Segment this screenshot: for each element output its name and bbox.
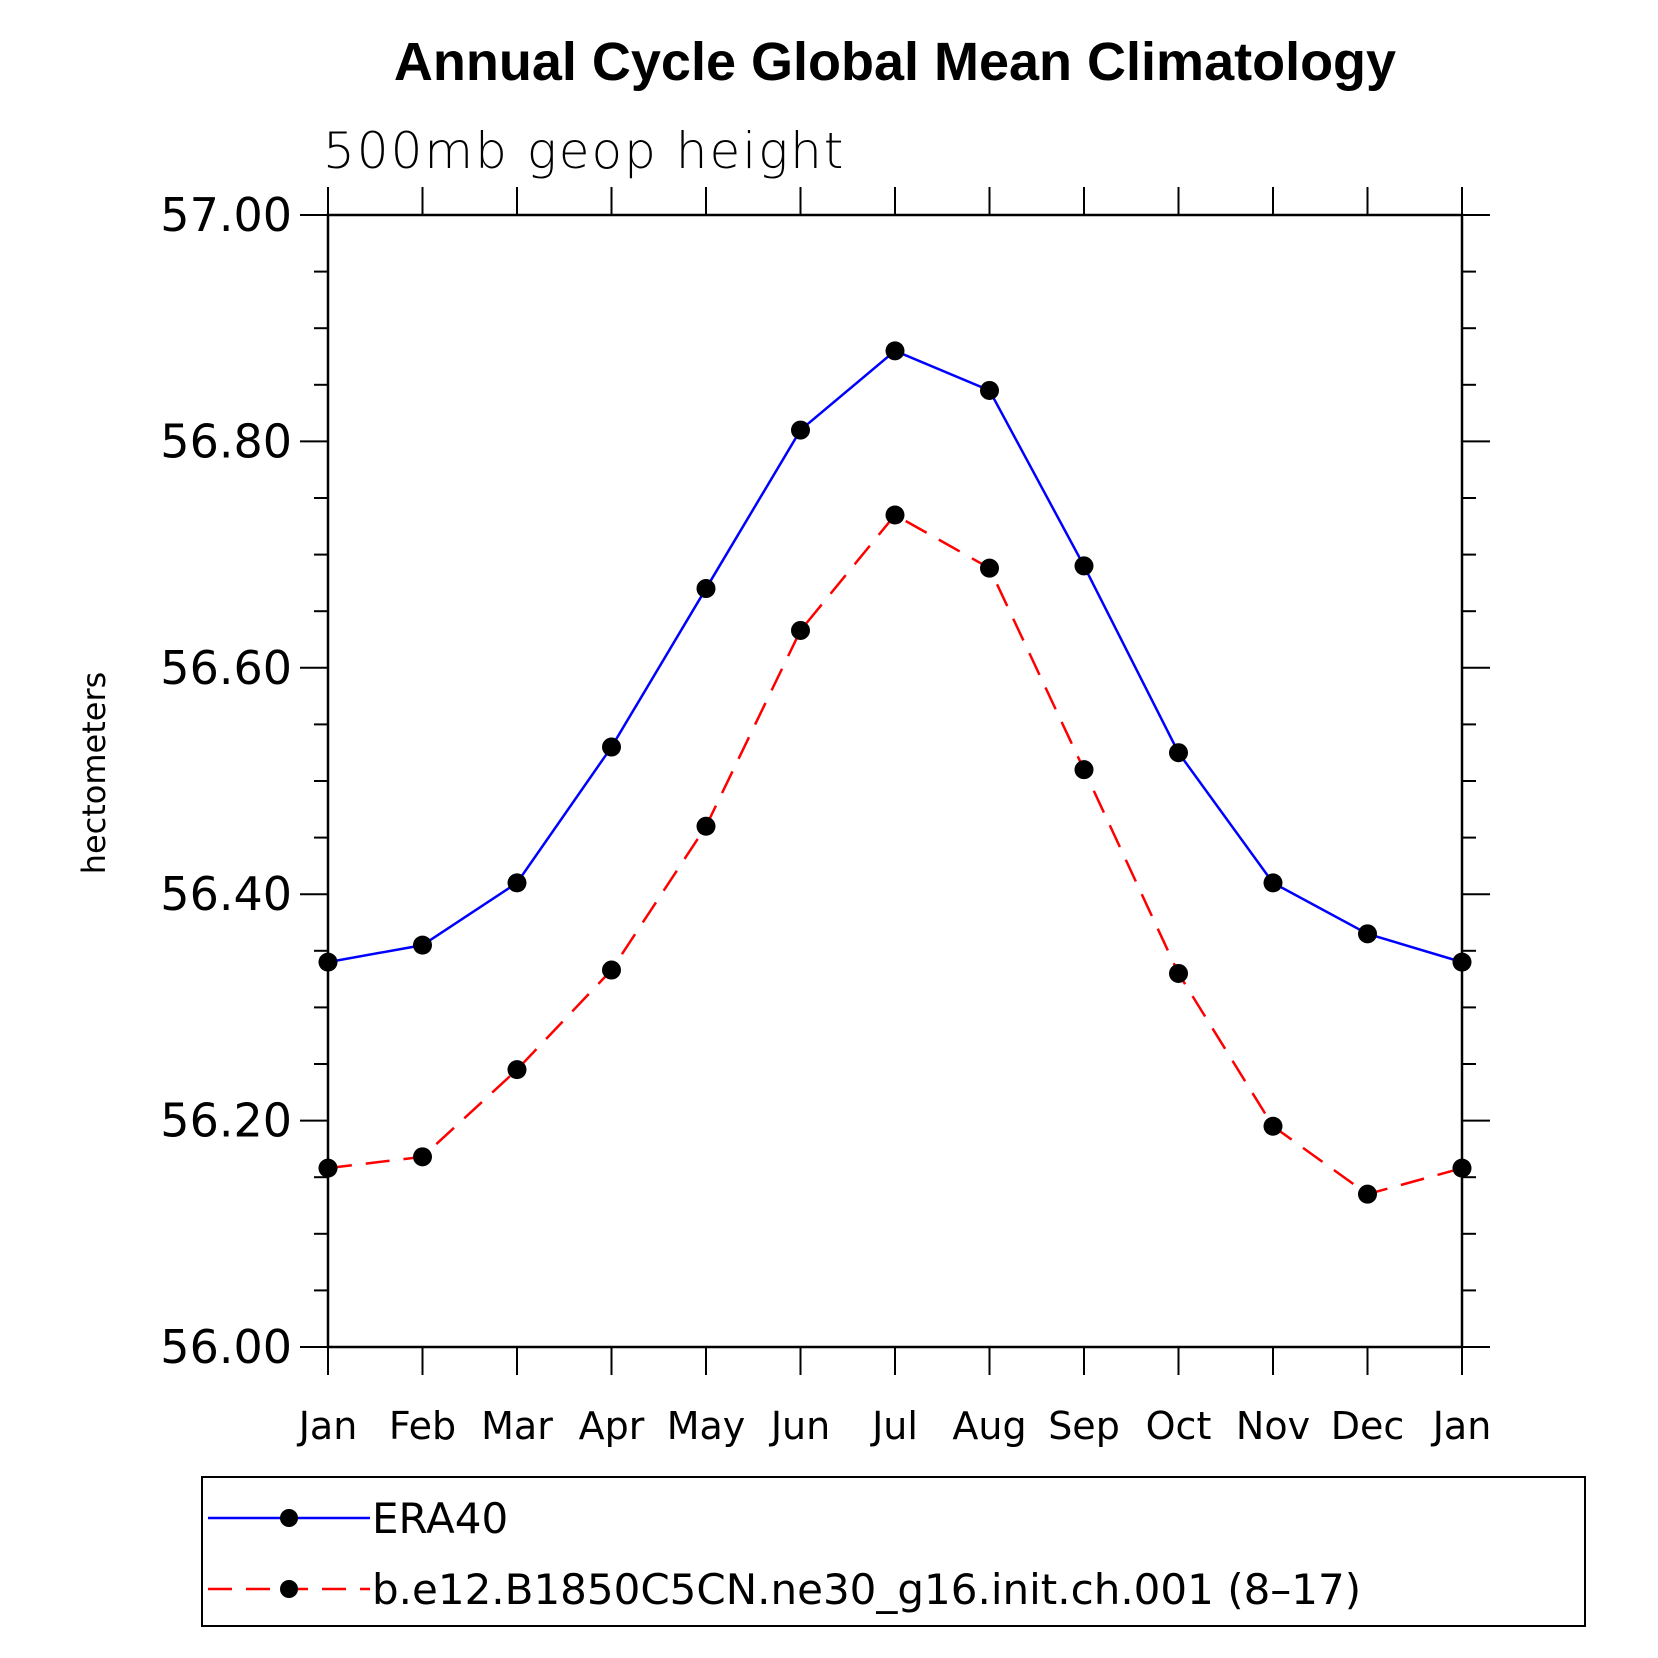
data-point (980, 380, 999, 400)
data-point (318, 1158, 338, 1178)
x-tick-label: Aug (952, 1404, 1026, 1448)
chart-subtitle: 500mb geop height (323, 122, 845, 180)
x-tick-label: Mar (481, 1404, 553, 1448)
data-point (696, 579, 716, 599)
data-point (1358, 1184, 1377, 1204)
x-tick-label: Nov (1236, 1404, 1310, 1448)
plot-frame (326, 213, 1464, 1349)
data-point (1358, 924, 1377, 944)
x-tick-label: Jan (297, 1404, 358, 1448)
data-point (696, 816, 716, 836)
legend-label-era40: ERA40 (372, 1494, 508, 1543)
data-point (1263, 873, 1283, 893)
data-point (507, 1060, 527, 1080)
data-point (885, 505, 905, 525)
data-point (791, 420, 810, 440)
data-point (318, 952, 338, 972)
data-point (602, 737, 621, 757)
data-point (507, 873, 527, 893)
data-point (602, 960, 621, 980)
x-tick-label: Dec (1331, 1404, 1405, 1448)
data-point (1452, 952, 1472, 972)
y-tick-label: 56.40 (160, 867, 292, 921)
y-tick-label: 56.80 (160, 414, 292, 468)
x-tick-label: Oct (1146, 1404, 1212, 1448)
y-axis-ticks: 56.00 56.20 56.40 56.60 56.80 57.00 (160, 188, 1490, 1374)
x-tick-label: Jul (870, 1404, 918, 1448)
data-point (791, 620, 810, 640)
data-point (1074, 556, 1094, 576)
data-point (413, 1147, 432, 1167)
data-point (1452, 1158, 1472, 1178)
x-tick-label: Sep (1048, 1404, 1120, 1448)
x-tick-label: Feb (389, 1404, 456, 1448)
y-tick-label: 56.60 (160, 641, 292, 695)
data-point (885, 341, 905, 361)
x-tick-label: Jan (1431, 1404, 1492, 1448)
data-point (980, 558, 999, 578)
x-tick-label: May (667, 1404, 746, 1448)
legend: ERA40 b.e12.B1850C5CN.ne30_g16.init.ch.0… (201, 1476, 1586, 1627)
data-series (318, 341, 1472, 1204)
data-point (1169, 963, 1188, 983)
y-tick-label: 57.00 (160, 188, 292, 242)
plot-axes (326, 213, 1464, 1349)
data-point (1074, 760, 1094, 780)
series-line-0 (327, 349, 1463, 964)
legend-box (201, 1476, 1586, 1627)
y-tick-label: 56.00 (160, 1320, 292, 1374)
x-tick-label: Apr (579, 1404, 645, 1448)
legend-label-model: b.e12.B1850C5CN.ne30_g16.init.ch.001 (8–… (372, 1565, 1361, 1614)
data-point (1263, 1116, 1283, 1136)
legend-marker-era40 (280, 1509, 298, 1527)
x-tick-label: Jun (769, 1404, 830, 1448)
y-tick-label: 56.20 (160, 1094, 292, 1148)
y-axis-label: hectometers (75, 672, 113, 875)
x-axis-ticks: Jan Feb Mar Apr May Jun Jul Aug Sep Oct Nov Dec Jan (297, 187, 1492, 1448)
legend-marker-model (280, 1580, 298, 1598)
data-point (1169, 743, 1188, 763)
chart-title: Annual Cycle Global Mean Climatology (394, 32, 1396, 92)
data-point (413, 935, 432, 955)
series-line-1 (327, 513, 1463, 1196)
